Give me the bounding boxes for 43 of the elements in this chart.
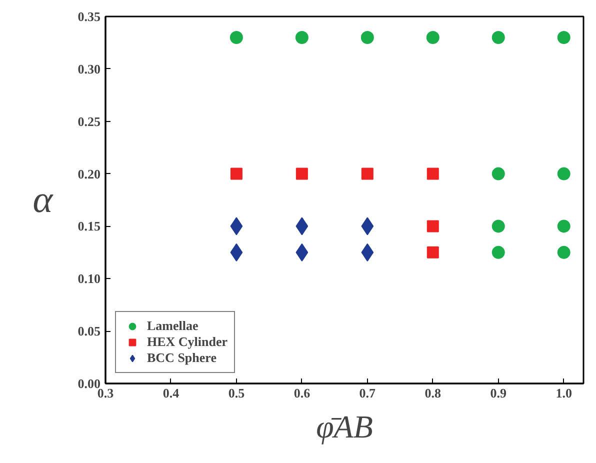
point [557, 246, 570, 259]
y-tick-label: 0.35 [78, 9, 101, 24]
x-tick-label: 0.7 [359, 386, 376, 400]
x-axis-title: φ̄AB [316, 408, 373, 444]
point [426, 246, 439, 258]
point [557, 220, 570, 233]
point [230, 217, 243, 236]
x-tick-label: 0.8 [424, 386, 442, 400]
point [492, 246, 505, 259]
legend-label: BCC Sphere [147, 350, 216, 366]
point [426, 220, 439, 232]
x-tick-label: 0.6 [294, 386, 311, 400]
point [492, 220, 505, 233]
point [361, 217, 374, 236]
y-tick-label: 0.05 [78, 324, 101, 339]
point [295, 30, 308, 44]
x-tick-label: 1.0 [556, 386, 572, 400]
point [230, 168, 242, 180]
y-axis-title: α [32, 179, 54, 221]
point [296, 243, 308, 262]
y-tick-label: 0.25 [78, 114, 101, 129]
point [360, 30, 374, 44]
x-tick-label: 0.5 [228, 386, 246, 400]
legend-label: HEX Cylinder [147, 334, 228, 350]
point [361, 168, 374, 180]
point [230, 30, 243, 44]
point [492, 30, 505, 44]
y-tick-label: 0.20 [78, 166, 100, 182]
y-tick-label: 0.30 [78, 61, 100, 76]
point [361, 243, 374, 262]
y-tick-label: 0.10 [78, 271, 100, 286]
y-tick-label: 0.15 [78, 218, 101, 234]
x-tick-label: 0.9 [490, 386, 507, 400]
point [492, 167, 505, 180]
legend-label: Lamellae [147, 318, 198, 334]
point [296, 217, 308, 236]
point [230, 243, 243, 262]
point [557, 30, 570, 44]
point [557, 167, 570, 180]
point [296, 168, 308, 180]
point [426, 30, 440, 44]
x-tick-label: 0.4 [162, 386, 180, 400]
point [426, 168, 439, 180]
